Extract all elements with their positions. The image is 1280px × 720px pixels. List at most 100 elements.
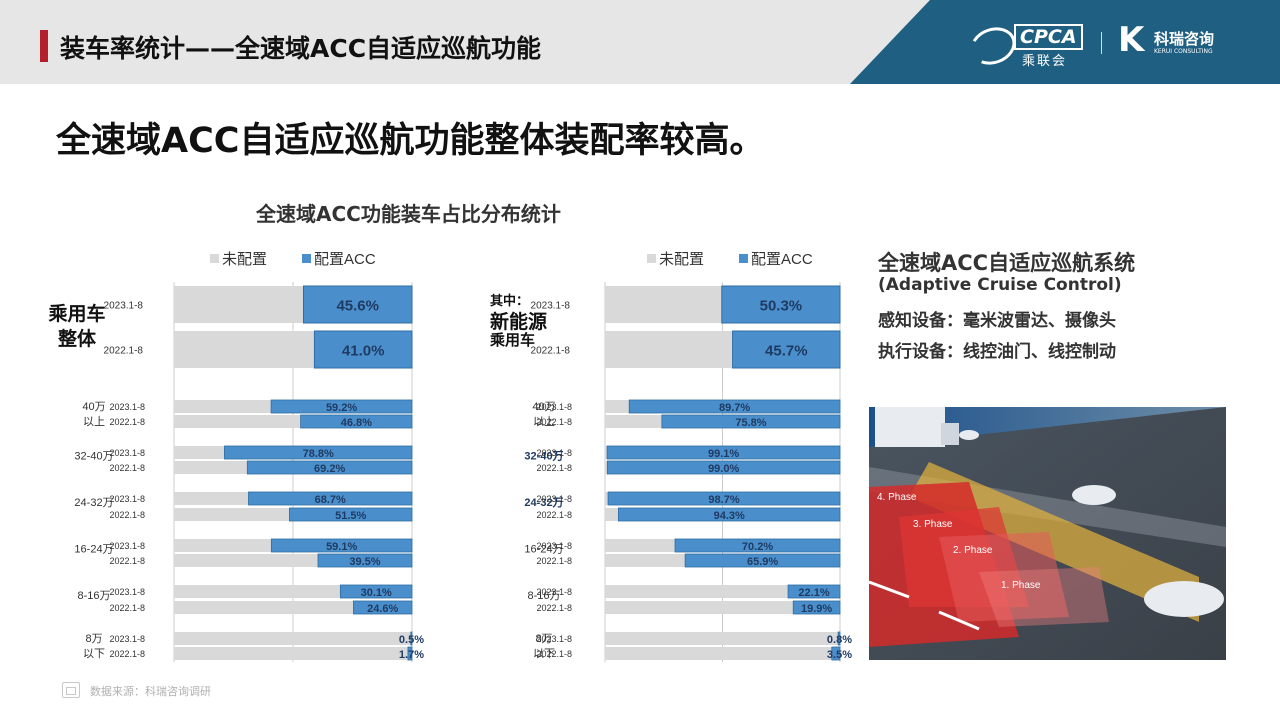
far-car-icon — [959, 430, 979, 440]
segment-label: 以上 — [83, 415, 105, 428]
period-label: 2023.1-8 — [109, 402, 145, 412]
bar-unconfigured — [605, 585, 840, 598]
acc-system-title: 全速域ACC自适应巡航系统 — [878, 251, 1136, 275]
ego-car-icon — [1144, 581, 1224, 617]
bar-value-label: 70.2% — [742, 541, 773, 553]
bar-acc — [721, 285, 841, 324]
segment-label: 8万 — [85, 633, 102, 645]
bar-value-label: 0.8% — [827, 634, 852, 646]
bar-value-label: 50.3% — [760, 298, 803, 315]
source-icon — [62, 682, 80, 698]
bar-acc — [317, 553, 413, 568]
period-label: 2022.1-8 — [536, 649, 572, 659]
bar-acc — [617, 507, 841, 522]
period-label: 2022.1-8 — [109, 510, 145, 520]
period-label: 2023.1-8 — [531, 301, 571, 312]
bar-acc — [787, 584, 841, 599]
bar-acc — [313, 330, 413, 369]
logo-divider — [1101, 32, 1102, 54]
overall-label: 新能源 — [490, 310, 547, 333]
bar-acc — [224, 445, 413, 460]
bar-acc — [410, 631, 413, 646]
bar-value-label: 65.9% — [747, 556, 778, 568]
period-label: 2022.1-8 — [109, 463, 145, 473]
bar-unconfigured — [605, 601, 840, 614]
segment-label: 以下 — [83, 648, 105, 660]
bar-unconfigured — [174, 632, 412, 645]
period-label: 2023.1-8 — [536, 494, 572, 504]
kerui-logo-en: KERUI CONSULTING — [1154, 48, 1213, 55]
period-label: 2023.1-8 — [104, 301, 144, 312]
bar-value-label: 3.5% — [827, 649, 852, 661]
segment-label: 32-40万 — [74, 451, 113, 463]
header-logo-panel — [850, 0, 1280, 84]
period-label: 2022.1-8 — [536, 556, 572, 566]
phase-1-label: 1. Phase — [1001, 580, 1041, 591]
acc-system-subtitle: (Adaptive Cruise Control) — [878, 275, 1122, 295]
phase-zone-1 — [979, 567, 1109, 627]
phase-3-label: 3. Phase — [913, 519, 953, 530]
segment-label: 24-32万 — [524, 496, 563, 509]
kerui-k-icon: K — [1118, 20, 1145, 60]
lead-car-icon — [1072, 485, 1116, 505]
period-label: 2022.1-8 — [104, 346, 144, 357]
period-label: 2023.1-8 — [536, 541, 572, 551]
bar-acc — [270, 399, 413, 414]
bar-value-label: 24.6% — [367, 603, 398, 615]
bar-value-label: 39.5% — [349, 556, 380, 568]
bar-value-label: 22.1% — [798, 587, 829, 599]
period-label: 2022.1-8 — [109, 556, 145, 566]
period-label: 2022.1-8 — [109, 649, 145, 659]
bar-acc — [248, 491, 413, 506]
page-title: 装车率统计——全速域ACC自适应巡航功能 — [60, 34, 542, 63]
period-label: 2022.1-8 — [536, 463, 572, 473]
bar-unconfigured — [174, 601, 412, 614]
title-accent-bar — [40, 30, 48, 62]
segment-label: 8-16万 — [77, 590, 110, 602]
bar-acc — [407, 646, 413, 661]
bar-acc — [606, 445, 841, 460]
bar-value-label: 75.8% — [735, 417, 766, 429]
bar-value-label: 45.7% — [765, 343, 808, 360]
period-label: 2022.1-8 — [531, 346, 571, 357]
headline: 全速域ACC自适应巡航功能整体装配率较高。 — [56, 121, 765, 161]
bar-value-label: 69.2% — [314, 463, 345, 475]
bar-value-label: 30.1% — [361, 587, 392, 599]
bar-acc — [661, 414, 841, 429]
period-label: 2022.1-8 — [109, 417, 145, 427]
overall-label: 乘用车 — [489, 331, 535, 349]
segment-label: 16-24万 — [74, 544, 113, 556]
bar-value-label: 99.1% — [708, 448, 739, 460]
legend-swatch-acc — [739, 254, 748, 263]
bar-acc — [339, 584, 413, 599]
bar-acc — [606, 460, 841, 475]
acc-illustration: 4. Phase 3. Phase 2. Phase 1. Phase — [869, 407, 1226, 660]
bar-acc — [831, 646, 841, 661]
truck-icon — [875, 407, 945, 447]
bar-acc — [837, 631, 841, 646]
bar-value-label: 45.6% — [336, 298, 379, 315]
period-label: 2022.1-8 — [536, 603, 572, 613]
cpca-logo: CPCA 乘联会 — [965, 21, 1090, 71]
cpca-mark-icon — [965, 21, 1021, 71]
period-label: 2023.1-8 — [536, 448, 572, 458]
bar-value-label: 89.7% — [719, 402, 750, 414]
bar-acc — [289, 507, 413, 522]
bar-unconfigured — [605, 647, 840, 660]
segment-label: 以上 — [533, 415, 555, 428]
legend-label-acc: 配置ACC — [314, 251, 376, 268]
overall-label: 乘用车 — [47, 302, 105, 325]
bar-acc — [684, 553, 841, 568]
segment-label: 8-16万 — [527, 590, 560, 602]
legend-swatch-acc — [302, 254, 311, 263]
bar-value-label: 1.7% — [399, 649, 424, 661]
chart-title: 全速域ACC功能装车占比分布统计 — [256, 202, 561, 226]
period-label: 2023.1-8 — [536, 587, 572, 597]
bar-value-label: 0.5% — [399, 634, 424, 646]
sensing-devices: 感知设备：毫米波雷达、摄像头 — [878, 311, 1116, 331]
period-label: 2023.1-8 — [536, 402, 572, 412]
period-label: 2023.1-8 — [109, 494, 145, 504]
legend-label-acc: 配置ACC — [751, 251, 813, 268]
segment-label: 32-40万 — [524, 450, 563, 463]
